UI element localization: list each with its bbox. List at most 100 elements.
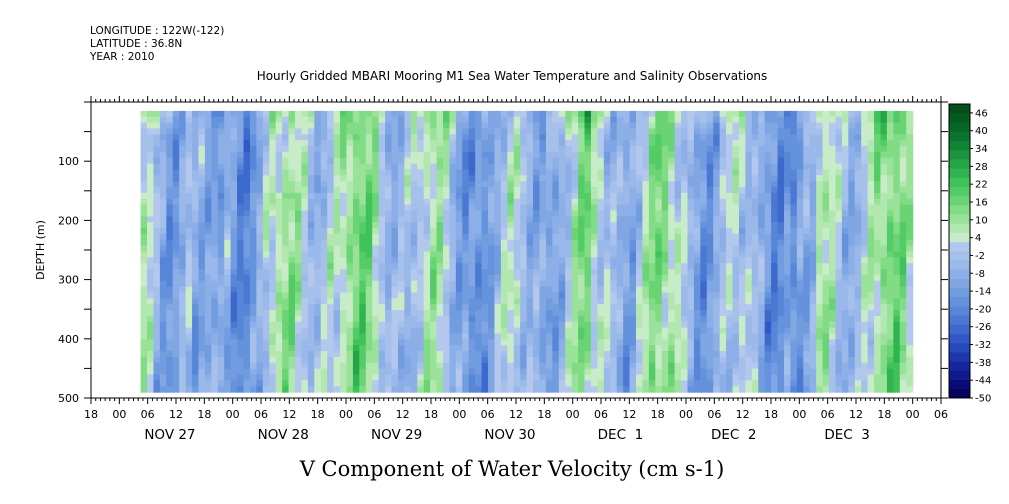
- heatmap-cell: [275, 257, 283, 264]
- heatmap-cell: [738, 269, 746, 276]
- heatmap-cell: [397, 356, 405, 364]
- heatmap-cell: [166, 175, 174, 182]
- heatmap-cell: [558, 134, 566, 141]
- heatmap-cell: [783, 239, 792, 247]
- heatmap-cell: [796, 251, 804, 258]
- heatmap-cell: [410, 286, 418, 294]
- heatmap-cell: [410, 310, 418, 317]
- heatmap-cell: [783, 128, 792, 135]
- heatmap-cell: [192, 181, 200, 188]
- heatmap-cell: [610, 245, 618, 253]
- heatmap-cell: [545, 356, 553, 364]
- heatmap-cell: [520, 222, 528, 229]
- heatmap-cell: [751, 280, 759, 288]
- heatmap-cell: [603, 134, 611, 141]
- heatmap-cell: [449, 327, 457, 335]
- heatmap-cell: [642, 327, 650, 335]
- heatmap-cell: [751, 134, 759, 141]
- heatmap-cell: [758, 327, 766, 335]
- heatmap-cell: [275, 368, 283, 376]
- heatmap-cell: [648, 151, 656, 159]
- heatmap-cell: [282, 233, 290, 241]
- heatmap-cell: [674, 163, 682, 171]
- heatmap-cell: [204, 169, 212, 176]
- heatmap-cell: [140, 292, 148, 299]
- heatmap-cell: [249, 356, 257, 364]
- heatmap-cell: [629, 204, 637, 212]
- heatmap-cell: [661, 140, 669, 147]
- heatmap-cell: [436, 116, 444, 124]
- heatmap-cell: [597, 280, 605, 288]
- heatmap-cell: [796, 327, 804, 335]
- heatmap-cell: [481, 204, 489, 212]
- heatmap-cell: [706, 198, 714, 206]
- heatmap-cell: [430, 216, 438, 223]
- heatmap-cell: [803, 222, 811, 229]
- heatmap-cell: [687, 122, 695, 130]
- heatmap-cell: [726, 157, 734, 165]
- heatmap-cell: [346, 169, 354, 176]
- heatmap-cell: [442, 257, 451, 264]
- heatmap-cell: [301, 110, 309, 118]
- heatmap-cell: [533, 315, 541, 323]
- heatmap-cell: [423, 210, 431, 217]
- heatmap-cell: [623, 351, 631, 358]
- heatmap-cell: [513, 228, 521, 235]
- heatmap-cell: [224, 181, 232, 188]
- heatmap-cell: [327, 233, 335, 241]
- heatmap-cell: [545, 151, 553, 159]
- heatmap-cell: [172, 122, 180, 130]
- heatmap-cell: [584, 222, 592, 229]
- heatmap-cell: [507, 263, 515, 270]
- heatmap-cell: [629, 116, 637, 124]
- heatmap-cell: [140, 134, 148, 141]
- heatmap-cell: [378, 292, 386, 299]
- heatmap-cell: [603, 251, 611, 258]
- heatmap-cell: [282, 222, 290, 229]
- heatmap-cell: [179, 233, 187, 241]
- heatmap-cell: [475, 110, 483, 118]
- heatmap-cell: [262, 263, 270, 270]
- heatmap-cell: [449, 198, 457, 206]
- heatmap-cell: [475, 292, 483, 299]
- heatmap-cell: [243, 175, 251, 182]
- heatmap-cell: [642, 233, 650, 241]
- heatmap-cell: [275, 263, 283, 270]
- heatmap-cell: [719, 187, 727, 194]
- heatmap-cell: [378, 263, 386, 270]
- heatmap-cell: [314, 368, 322, 376]
- heatmap-cell: [340, 362, 348, 370]
- heatmap-cell: [262, 386, 270, 393]
- heatmap-cell: [629, 315, 637, 323]
- heatmap-cell: [796, 210, 804, 217]
- heatmap-cell: [404, 140, 412, 147]
- heatmap-cell: [153, 356, 161, 364]
- heatmap-cell: [668, 175, 676, 182]
- heatmap-cell: [340, 315, 348, 323]
- heatmap-cell: [282, 280, 290, 288]
- heatmap-cell: [526, 286, 534, 294]
- heatmap-cell: [706, 239, 714, 247]
- heatmap-cell: [777, 345, 785, 352]
- heatmap-cell: [397, 292, 405, 299]
- heatmap-cell: [545, 362, 553, 370]
- heatmap-cell: [333, 286, 341, 294]
- heatmap-cell: [674, 298, 682, 305]
- heatmap-cell: [372, 321, 380, 329]
- heatmap-cell: [475, 386, 483, 393]
- heatmap-cell: [147, 228, 155, 235]
- heatmap-cell: [217, 298, 225, 305]
- heatmap-cell: [648, 110, 656, 118]
- heatmap-cell: [468, 368, 476, 376]
- heatmap-cell: [539, 269, 547, 276]
- heatmap-cell: [462, 116, 470, 124]
- heatmap-cell: [526, 140, 534, 147]
- heatmap-cell: [217, 128, 225, 135]
- heatmap-cell: [166, 380, 174, 387]
- heatmap-cell: [468, 228, 476, 235]
- heatmap-cell: [333, 122, 341, 130]
- heatmap-cell: [346, 146, 354, 153]
- heatmap-cell: [282, 286, 290, 294]
- heatmap-cell: [584, 122, 592, 130]
- heatmap-cell: [359, 339, 367, 346]
